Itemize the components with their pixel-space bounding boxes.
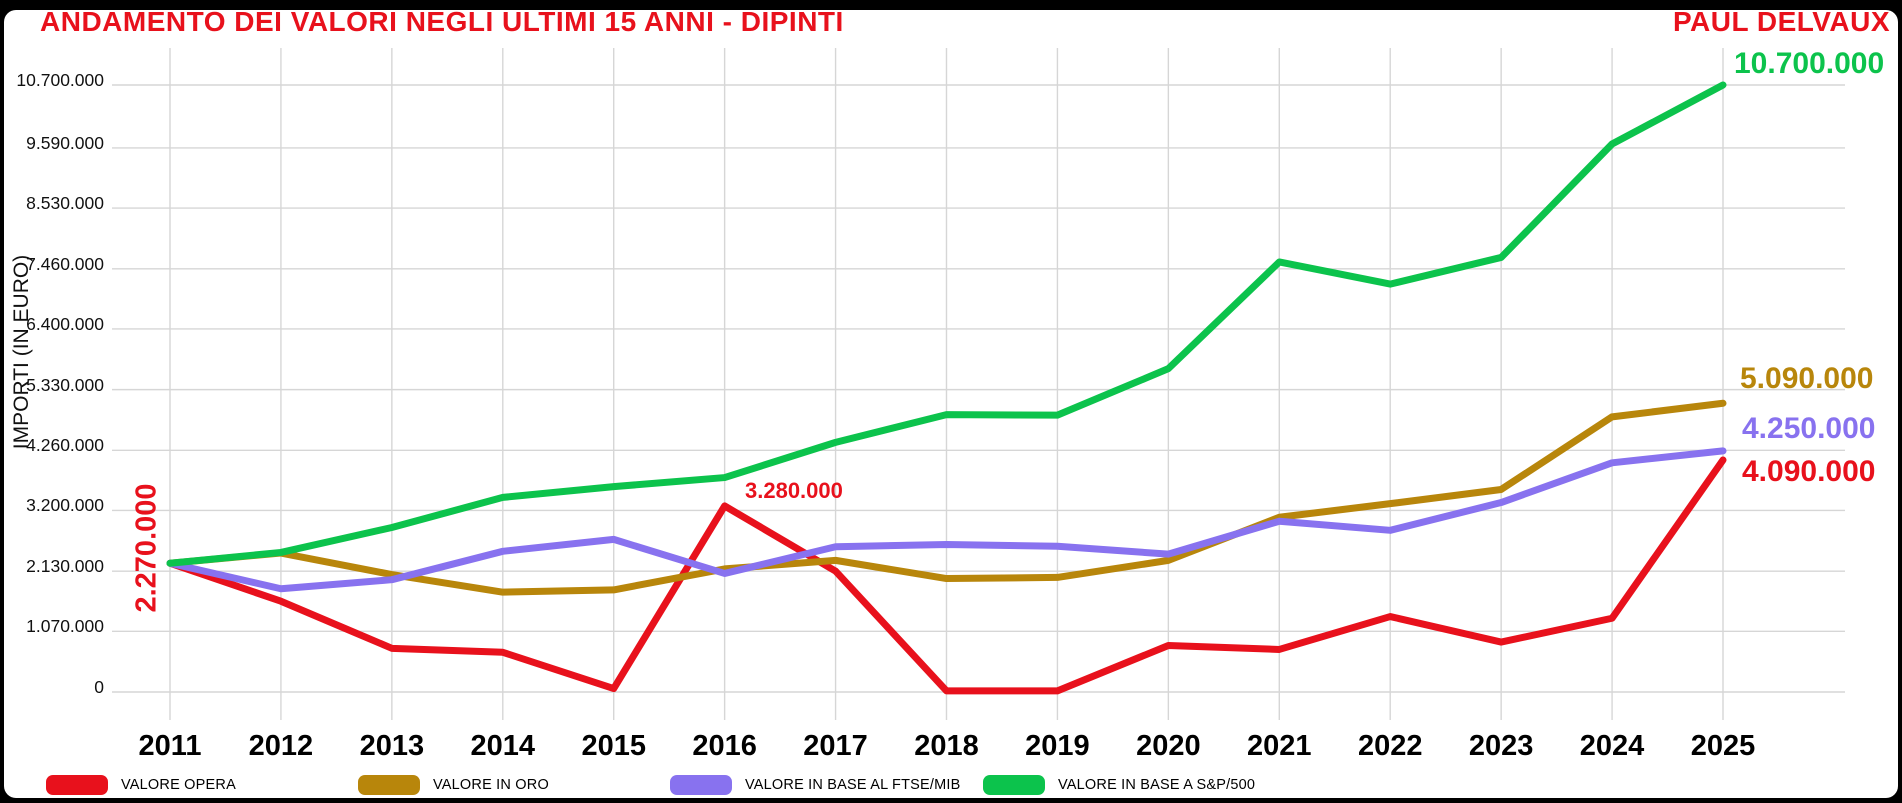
x-tick-label-2018: 2018 <box>914 730 979 762</box>
x-tick-label-2020: 2020 <box>1136 730 1201 762</box>
legend-item-valore-opera: VALORE OPERA <box>46 773 236 797</box>
x-tick-label-2011: 2011 <box>138 730 202 762</box>
x-tick-label-2021: 2021 <box>1247 730 1312 762</box>
chart-panel <box>4 10 1898 798</box>
series-line-valore-in-oro <box>166 399 1727 596</box>
series-line-valore-in-base-al-ftse-mib <box>166 447 1727 593</box>
x-tick-label-2017: 2017 <box>803 730 868 762</box>
x-tick-label-2016: 2016 <box>692 730 757 762</box>
annotation-end-sp500: 10.700.000 <box>1734 47 1885 80</box>
annotation-end-ftse: 4.250.000 <box>1742 412 1876 445</box>
legend-label: VALORE IN BASE AL FTSE/MIB <box>745 777 961 793</box>
annotation-start-value: 2.270.000 <box>130 483 163 613</box>
annotation-2016-peak: 3.280.000 <box>745 478 843 503</box>
x-tick-label-2022: 2022 <box>1357 730 1423 762</box>
page-title: ANDAMENTO DEI VALORI NEGLI ULTIMI 15 ANN… <box>40 6 844 37</box>
legend-label: VALORE IN BASE A S&P/500 <box>1058 777 1256 793</box>
legend-label: VALORE IN ORO <box>433 777 549 793</box>
y-axis-title: IMPORTI (IN EURO) <box>10 254 33 450</box>
series-line-valore-in-base-a-s-p-500 <box>166 81 1727 567</box>
annotation-end-oro: 5.090.000 <box>1740 362 1874 395</box>
y-tick-label: 6.400.000 <box>26 313 104 334</box>
x-tick-label-2015: 2015 <box>581 730 646 762</box>
y-tick-label: 9.590.000 <box>26 132 104 153</box>
y-tick-label: 1.070.000 <box>26 616 104 637</box>
y-tick-label: 5.330.000 <box>26 374 104 395</box>
x-tick-label-2025: 2025 <box>1690 730 1756 762</box>
x-tick-label-2012: 2012 <box>248 730 314 762</box>
legend-item-valore-in-oro: VALORE IN ORO <box>358 773 549 797</box>
x-tick-label-2019: 2019 <box>1025 730 1090 762</box>
legend-item-valore-in-base-a-s-p-500: VALORE IN BASE A S&P/500 <box>983 773 1255 797</box>
y-tick-label: 8.530.000 <box>26 193 104 214</box>
series-line-valore-opera <box>166 456 1727 695</box>
legend-swatch <box>983 775 1045 795</box>
y-tick-label: 4.260.000 <box>26 435 104 456</box>
annotation-end-opera: 4.090.000 <box>1742 455 1876 488</box>
legend-swatch <box>358 775 420 795</box>
y-tick-label: 7.460.000 <box>26 253 104 274</box>
x-tick-label-2023: 2023 <box>1468 730 1534 762</box>
legend-item-valore-in-base-al-ftse-mib: VALORE IN BASE AL FTSE/MIB <box>670 773 961 797</box>
x-tick-label-2024: 2024 <box>1579 730 1645 762</box>
y-tick-label: 0 <box>94 677 104 697</box>
y-tick-label: 10.700.000 <box>16 70 104 90</box>
x-tick-label-2014: 2014 <box>470 730 536 762</box>
artist-name: PAUL DELVAUX <box>1672 6 1890 37</box>
y-tick-label: 3.200.000 <box>26 495 104 516</box>
legend-swatch <box>670 775 732 795</box>
y-tick-label: 2.130.000 <box>26 556 104 577</box>
legend-label: VALORE OPERA <box>121 777 236 793</box>
x-tick-label-2013: 2013 <box>359 730 425 762</box>
legend-swatch <box>46 775 108 795</box>
